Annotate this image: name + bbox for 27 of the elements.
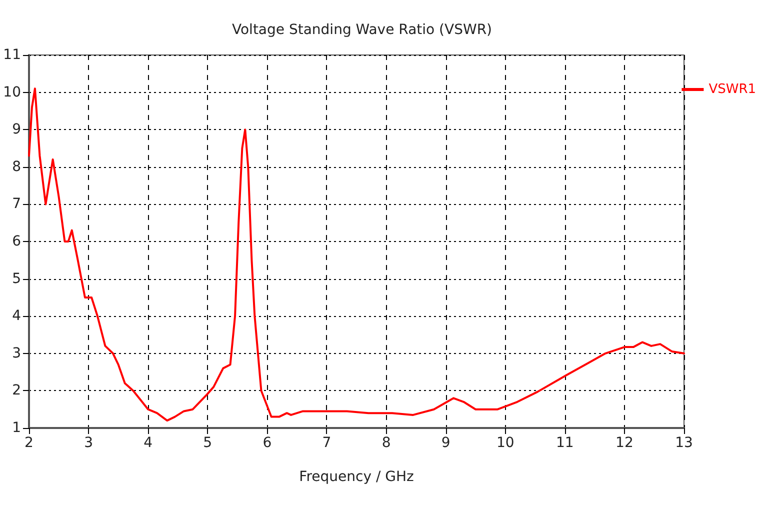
y-tick-label: 3 xyxy=(12,345,21,362)
line-series xyxy=(28,88,685,422)
y-tick-label: 2 xyxy=(12,382,21,399)
y-tick-label: 7 xyxy=(12,196,21,212)
x-tick-label: 9 xyxy=(441,435,450,451)
x-tick-label: 10 xyxy=(496,435,514,451)
y-tick-label: 1 xyxy=(12,420,21,436)
y-tick-label: 9 xyxy=(12,122,21,138)
x-tick-label: 2 xyxy=(24,435,34,451)
x-tick-label: 3 xyxy=(84,435,94,451)
chart-title: Voltage Standing Wave Ratio (VSWR) xyxy=(232,22,492,38)
y-tick-label: 8 xyxy=(12,158,21,175)
x-tick-label: 7 xyxy=(322,435,332,451)
x-tick-label: 13 xyxy=(675,435,693,451)
legend-label: VSWR1 xyxy=(708,82,756,97)
y-tick-label: 6 xyxy=(12,234,22,250)
x-tick-label: 5 xyxy=(203,435,212,451)
y-tick-label: 4 xyxy=(12,308,22,324)
y-tick-label: 5 xyxy=(12,270,21,287)
y-tick-label: 11 xyxy=(3,47,21,63)
x-tick-label: 12 xyxy=(616,435,634,451)
x-tick-label: 11 xyxy=(556,435,574,451)
x-tick-label: 6 xyxy=(262,435,272,451)
x-tick-label: 8 xyxy=(382,435,391,451)
x-axis-title: Frequency / GHz xyxy=(299,469,414,485)
y-tick-label: 10 xyxy=(3,84,21,100)
x-tick-label: 4 xyxy=(144,435,153,451)
